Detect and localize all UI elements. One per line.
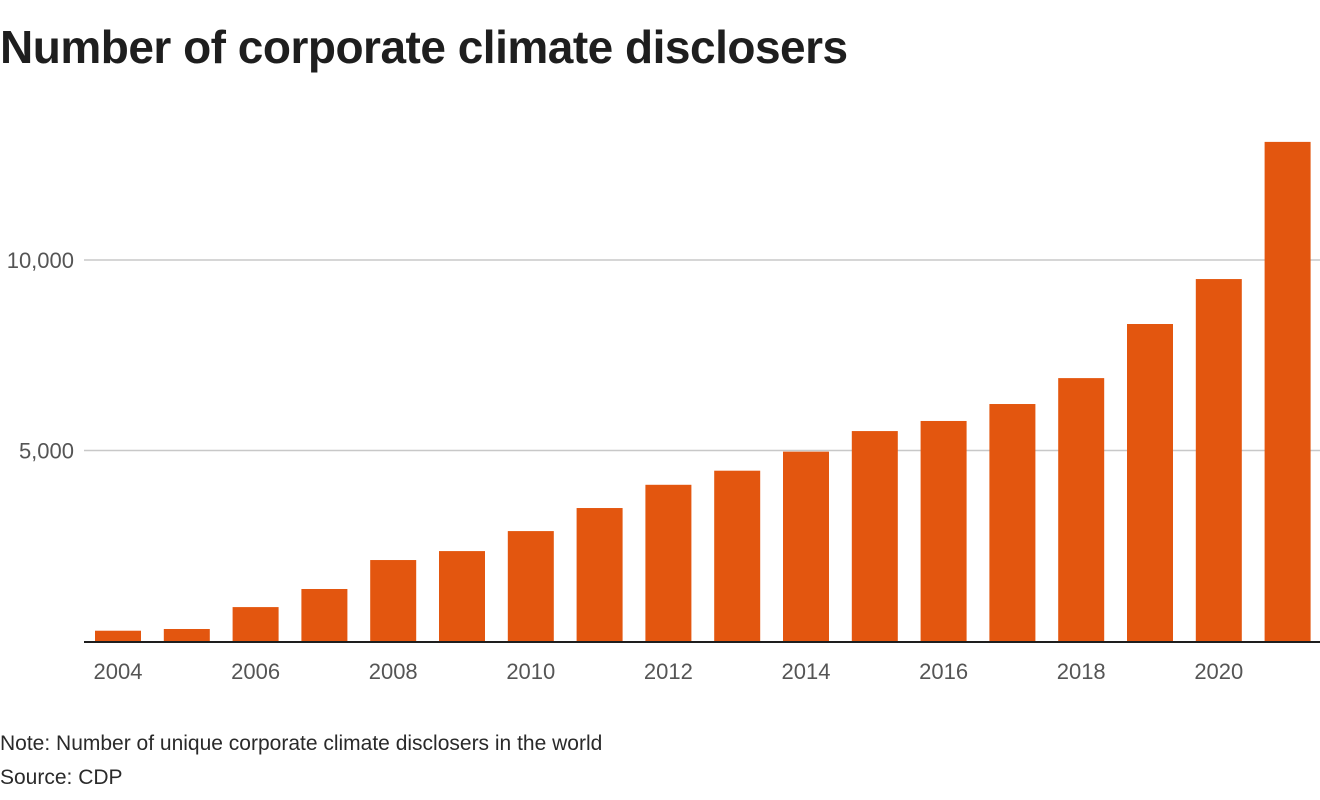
x-tick-label: 2012	[644, 659, 693, 684]
x-axis-ticks: 2004 2006 2008 2010 2012 2014 2016 2018 2020	[94, 659, 1244, 684]
bar-2021	[1264, 141, 1311, 641]
y-tick-label: 10,000	[7, 248, 74, 273]
chart-title: Number of corporate climate disclosers	[0, 21, 848, 73]
bar-2017	[989, 404, 1036, 641]
bar-2018	[1058, 378, 1105, 641]
bar-2007	[301, 588, 348, 641]
bar-2015	[851, 431, 898, 641]
bar-2010	[507, 531, 554, 641]
bar-2013	[714, 470, 761, 641]
bar-2016	[920, 420, 967, 641]
x-tick-label: 2004	[94, 659, 143, 684]
x-tick-label: 2018	[1057, 659, 1106, 684]
bar-2019	[1127, 324, 1173, 641]
bar-2011	[576, 508, 623, 641]
y-axis-ticks: 5,000 10,000	[7, 248, 74, 464]
bar-2009	[439, 551, 485, 641]
chart-note: Note: Number of unique corporate climate…	[0, 732, 603, 755]
bar-2006	[232, 607, 279, 641]
bar-2004	[95, 630, 141, 641]
bar-2014	[783, 451, 829, 641]
gridlines	[84, 259, 1320, 452]
bar-2020	[1195, 279, 1242, 641]
x-tick-label: 2014	[782, 659, 831, 684]
bars	[95, 141, 1311, 641]
x-tick-label: 2006	[231, 659, 280, 684]
chart-source: Source: CDP	[0, 766, 123, 789]
x-tick-label: 2008	[369, 659, 418, 684]
x-tick-label: 2010	[506, 659, 555, 684]
bar-2005	[163, 628, 210, 641]
bar-2008	[370, 560, 417, 641]
x-tick-label: 2016	[919, 659, 968, 684]
y-tick-label: 5,000	[19, 439, 74, 464]
x-tick-label: 2020	[1194, 659, 1243, 684]
bar-2012	[645, 484, 692, 641]
